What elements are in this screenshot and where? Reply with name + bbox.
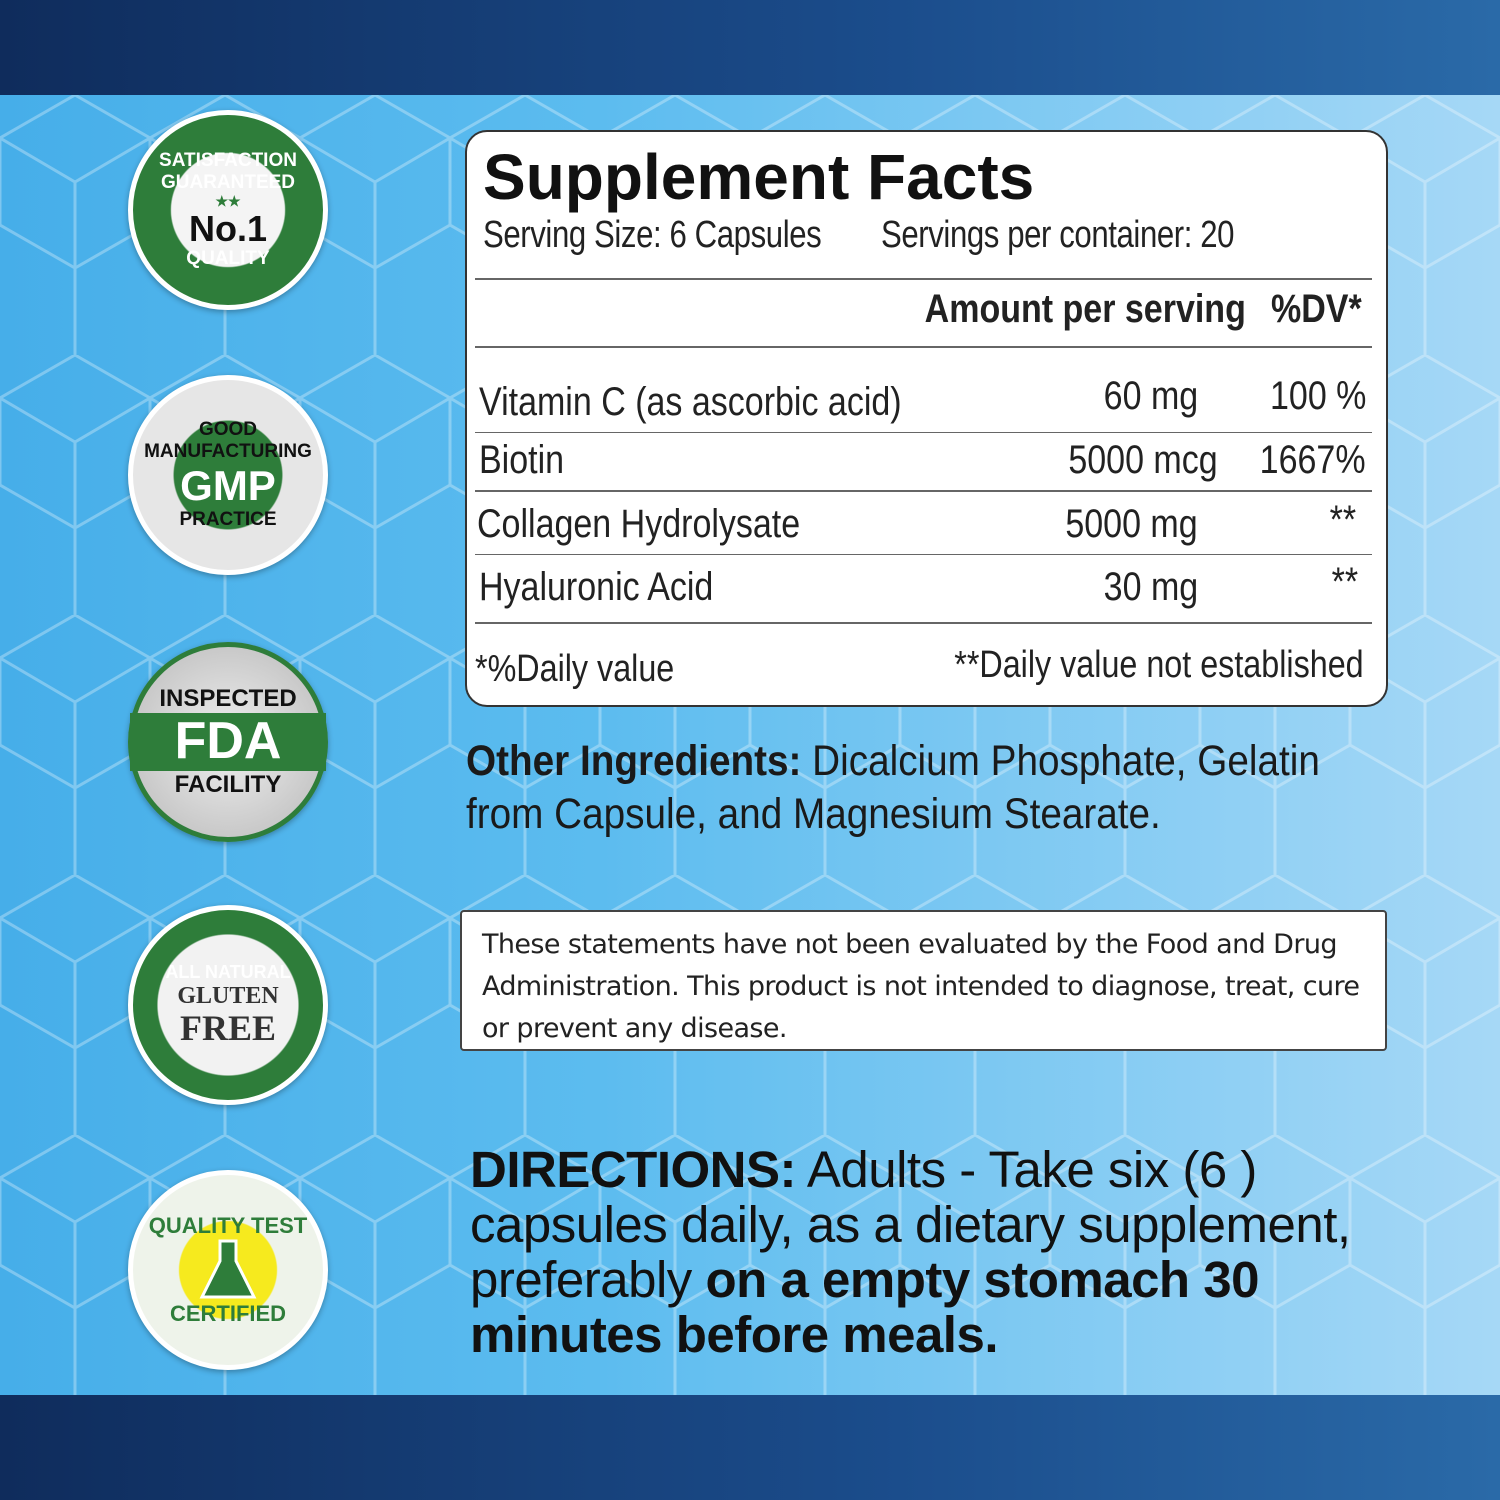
top-band (0, 0, 1500, 95)
badge-text: GLUTEN (177, 983, 279, 1009)
nutrient-amount: 30 mg (1103, 565, 1198, 609)
directions-emphasis: on a empty stomach 30 minutes before mea… (470, 1251, 1259, 1363)
facts-title: Supplement Facts (483, 141, 1035, 213)
gluten-free-badge: ALL NATURAL GLUTEN FREE (128, 905, 328, 1105)
nutrient-name: Collagen Hydrolysate (477, 502, 801, 546)
badge-text: INSPECTED (159, 685, 297, 713)
directions-label: DIRECTIONS: (470, 1141, 797, 1198)
divider (475, 278, 1372, 280)
badge-text: GOOD MANUFACTURING (144, 418, 312, 462)
divider (475, 432, 1372, 433)
directions-text: Adults - Take six (6 ) capsules daily, a… (470, 1141, 1351, 1308)
flask-icon (199, 1239, 257, 1299)
divider (475, 554, 1372, 555)
nutrient-dv: 1667% (1260, 438, 1366, 482)
column-header-dv: %DV* (1271, 287, 1362, 331)
badge-text: CERTIFIED (169, 1301, 287, 1326)
servings-per-container: Servings per container: 20 (881, 214, 1235, 256)
directions: DIRECTIONS: Adults - Take six (6 ) capsu… (470, 1142, 1410, 1362)
bottom-band (0, 1395, 1500, 1500)
nutrient-dv: 100 % (1269, 374, 1366, 418)
nutrient-amount: 5000 mcg (1068, 438, 1218, 482)
badge-text: QUALITY (186, 248, 270, 270)
other-ingredients-text: Dicalcium Phosphate, Gelatin from Capsul… (466, 737, 1320, 838)
divider (475, 622, 1372, 624)
nutrient-name: Hyaluronic Acid (479, 565, 714, 609)
quality-test-badge: QUALITY TEST CERTIFIED (128, 1170, 328, 1370)
badge-text: QUALITY TEST (148, 1213, 308, 1238)
satisfaction-badge: SATISFACTION GUARANTEED ★★ No.1 QUALITY (128, 110, 328, 310)
column-header-amount: Amount per serving (924, 287, 1246, 331)
nutrient-amount: 5000 mg (1065, 502, 1198, 546)
divider (475, 346, 1372, 348)
fda-badge: INSPECTED FDA FACILITY (128, 642, 328, 842)
footnote-not-established: **Daily value not established (954, 644, 1364, 686)
nutrient-dv: ** (1329, 498, 1356, 542)
nutrient-name: Vitamin C (as ascorbic acid) (479, 380, 902, 424)
badge-text: FREE (179, 1008, 276, 1049)
badge-text: SATISFACTION GUARANTEED (159, 149, 297, 193)
nutrient-amount: 60 mg (1103, 374, 1198, 418)
badge-text: ALL NATURAL (165, 962, 291, 982)
fda-disclaimer: These statements have not been evaluated… (460, 910, 1387, 1051)
star-icon: ★★ (215, 192, 241, 209)
divider (475, 490, 1372, 492)
serving-size: Serving Size: 6 Capsules (483, 214, 822, 256)
badge-text: FACILITY (174, 770, 282, 798)
nutrient-dv: ** (1331, 560, 1358, 604)
nutrient-name: Biotin (479, 438, 565, 482)
other-ingredients-label: Other Ingredients: (466, 737, 802, 785)
badge-text: No.1 (188, 207, 267, 249)
badge-text: PRACTICE (179, 509, 277, 531)
gmp-badge: GOOD MANUFACTURING GMP PRACTICE (128, 375, 328, 575)
footnote-daily-value: *%Daily value (475, 648, 675, 690)
badge-text: GMP (180, 461, 276, 509)
other-ingredients: Other Ingredients: Dicalcium Phosphate, … (466, 735, 1366, 841)
badge-text: FDA (130, 713, 326, 771)
supplement-facts-panel: Supplement Facts Serving Size: 6 Capsule… (465, 130, 1388, 707)
